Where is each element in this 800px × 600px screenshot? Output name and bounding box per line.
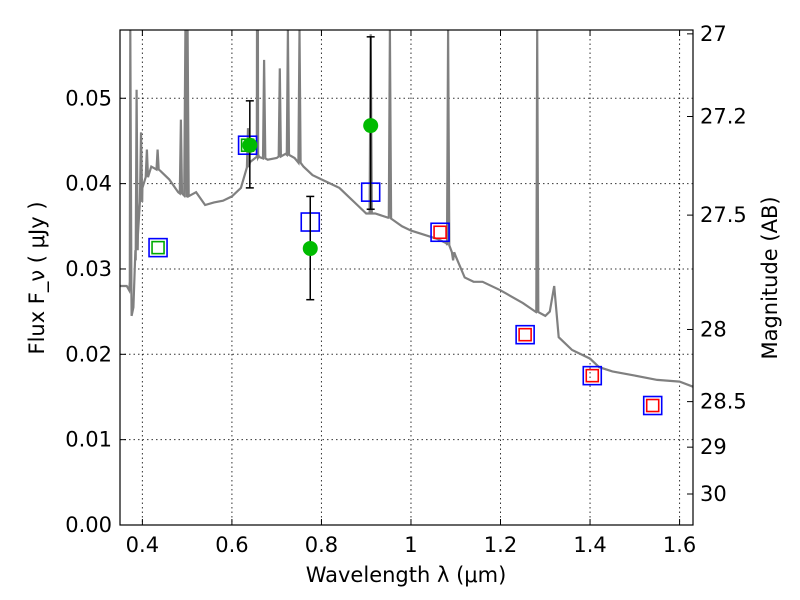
photometry-square-marker (151, 240, 165, 255)
x-tick-label: 0.8 (305, 533, 338, 557)
x-tick-label: 0.4 (126, 533, 159, 557)
x-tick-label: 1.4 (573, 533, 606, 557)
right-tick-label: 27.2 (700, 104, 747, 128)
right-tick-label: 27.5 (700, 203, 747, 227)
photometry-square-marker (645, 398, 660, 413)
y-tick-label: 0.04 (65, 172, 112, 196)
measured-flux-point (363, 118, 379, 134)
photometry-square-marker (585, 368, 600, 383)
right-tick-label: 27 (700, 22, 727, 46)
right-tick-label: 28.5 (700, 390, 747, 414)
x-tick-label: 1.2 (484, 533, 517, 557)
x-axis-label: Wavelength λ (μm) (306, 563, 507, 587)
model-spectrum-line (120, 30, 693, 388)
x-tick-label: 1.6 (663, 533, 696, 557)
photometry-square-marker (430, 222, 450, 243)
photometry-square-marker (148, 237, 168, 258)
y-axis-label: Flux F_ν ( μJy ) (25, 201, 50, 354)
x-tick-label: 1 (404, 533, 417, 557)
y-tick-label: 0.01 (65, 428, 112, 452)
photometry-square-marker (518, 327, 532, 342)
photometry-square-marker (515, 324, 535, 345)
grid (120, 30, 693, 525)
right-tick-label: 30 (700, 482, 727, 506)
y-tick-label: 0.03 (65, 257, 112, 281)
photometry-square-marker (433, 225, 447, 240)
plot-frame (119, 29, 694, 526)
y-axis-right-label: Magnitude (AB) (758, 196, 782, 359)
plot-area (120, 30, 693, 416)
y-tick-label: 0.02 (65, 342, 112, 366)
right-tick-label: 28 (700, 317, 727, 341)
measured-flux-point (302, 240, 318, 256)
x-tick-label: 0.6 (215, 533, 248, 557)
ticks: 0.4 0.6 0.8 1 1.2 1.4 1.6 0.00 0.01 0.02 0.03 0.04 0… (65, 22, 747, 557)
measured-flux-point (242, 137, 258, 153)
y-tick-label: 0.00 (65, 513, 112, 537)
right-tick-label: 29 (700, 435, 727, 459)
y-tick-label: 0.05 (65, 86, 112, 110)
photometry-square-marker (642, 395, 663, 416)
photometry-square-marker (582, 365, 603, 386)
